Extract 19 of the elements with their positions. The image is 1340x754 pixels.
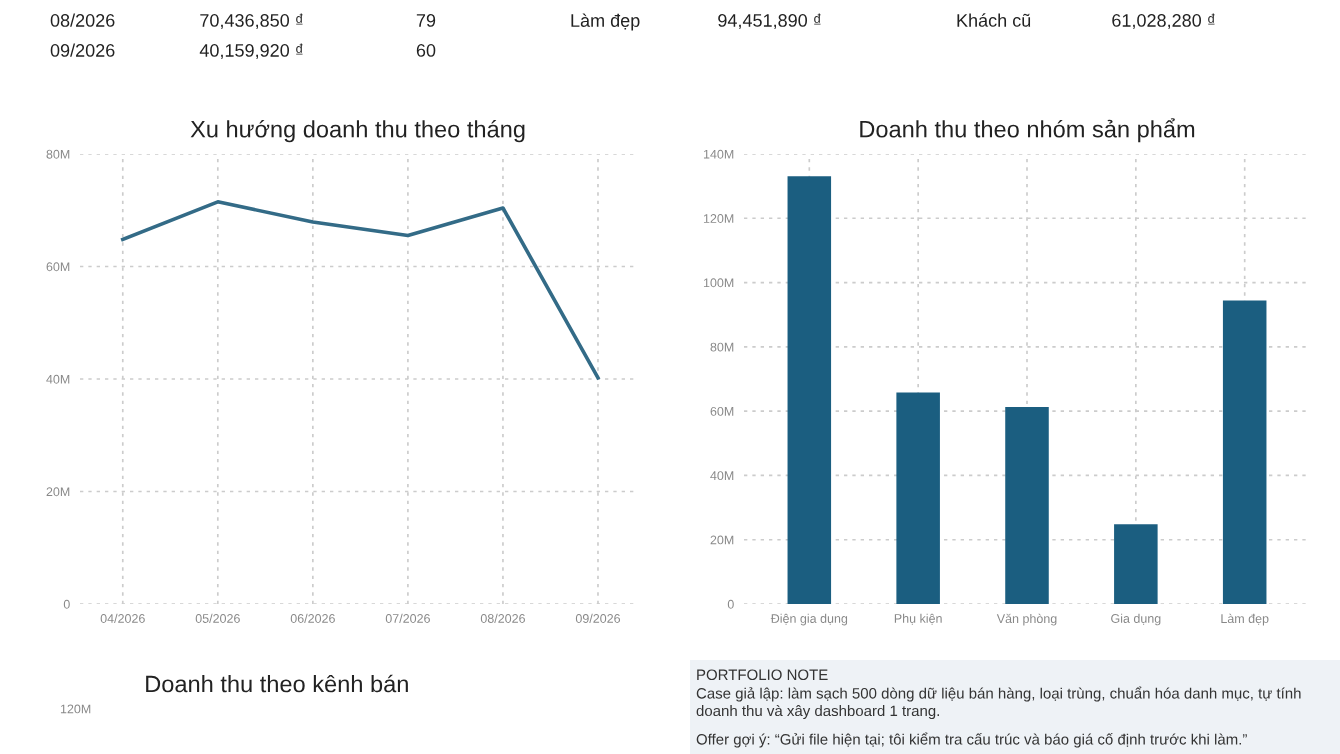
text: 79 bbox=[416, 14, 436, 27]
chart-title: Doanh thu theo nhóm sản phẩm bbox=[860, 118, 1195, 143]
text: Doanh thu theo kênh bán bbox=[146, 674, 408, 693]
text: 70,436,850 ₫ bbox=[200, 13, 303, 29]
text: 94,451,890 ₫ bbox=[718, 13, 821, 29]
bar bbox=[1114, 524, 1158, 604]
text: 60 bbox=[416, 44, 436, 57]
bar bbox=[896, 392, 940, 604]
text: 08/2026 bbox=[50, 13, 115, 27]
bar bbox=[787, 176, 832, 604]
text: 61,028,280 ₫ bbox=[1112, 13, 1215, 29]
bar bbox=[1222, 300, 1267, 604]
text: 40,159,920 ₫ bbox=[199, 43, 303, 59]
bar bbox=[1005, 406, 1049, 604]
line-series bbox=[120, 200, 600, 380]
text: Khách cũ bbox=[957, 13, 1031, 27]
text: 09/2026 bbox=[50, 43, 115, 57]
chart-title: Xu hướng doanh thu theo tháng bbox=[190, 119, 525, 143]
text: Làm đẹp bbox=[571, 13, 640, 31]
